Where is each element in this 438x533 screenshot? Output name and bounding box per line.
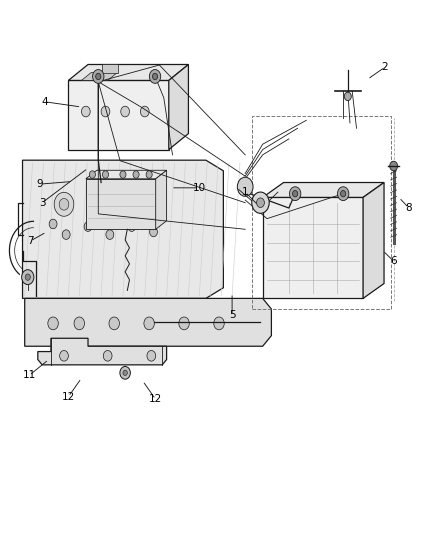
- Bar: [252, 116, 391, 309]
- Circle shape: [92, 69, 104, 83]
- Circle shape: [149, 69, 161, 83]
- Text: 5: 5: [229, 310, 235, 320]
- Ellipse shape: [59, 198, 69, 210]
- Circle shape: [341, 190, 346, 197]
- Polygon shape: [86, 179, 155, 229]
- Circle shape: [147, 351, 155, 361]
- Polygon shape: [25, 298, 272, 346]
- Text: 1: 1: [242, 187, 248, 197]
- Circle shape: [81, 106, 90, 117]
- Circle shape: [109, 317, 120, 330]
- Text: 4: 4: [41, 96, 48, 107]
- Polygon shape: [68, 64, 188, 80]
- Circle shape: [338, 187, 349, 200]
- Text: 8: 8: [406, 203, 412, 213]
- Polygon shape: [155, 170, 166, 229]
- Circle shape: [48, 317, 58, 330]
- Text: 6: 6: [390, 256, 397, 266]
- Polygon shape: [81, 72, 117, 80]
- Circle shape: [146, 171, 152, 178]
- Polygon shape: [169, 64, 188, 150]
- Circle shape: [102, 171, 109, 178]
- Circle shape: [120, 171, 126, 178]
- Circle shape: [144, 317, 154, 330]
- Polygon shape: [363, 182, 384, 298]
- Circle shape: [214, 317, 224, 330]
- Circle shape: [290, 187, 301, 200]
- Text: 11: 11: [22, 370, 36, 381]
- Circle shape: [150, 227, 157, 237]
- Circle shape: [62, 230, 70, 239]
- Circle shape: [257, 198, 265, 207]
- Circle shape: [120, 367, 131, 379]
- Polygon shape: [263, 182, 384, 197]
- Text: 12: 12: [62, 392, 75, 402]
- Circle shape: [95, 73, 101, 79]
- Circle shape: [344, 92, 351, 101]
- Text: 7: 7: [27, 236, 34, 246]
- Polygon shape: [263, 197, 363, 298]
- Circle shape: [123, 370, 127, 375]
- Circle shape: [141, 106, 149, 117]
- Polygon shape: [22, 160, 223, 298]
- Text: 3: 3: [39, 198, 46, 208]
- Text: 2: 2: [381, 62, 388, 72]
- Circle shape: [103, 351, 112, 361]
- Text: 10: 10: [193, 183, 206, 193]
- Circle shape: [21, 270, 34, 285]
- Circle shape: [293, 190, 298, 197]
- Polygon shape: [38, 338, 166, 365]
- Circle shape: [390, 161, 398, 171]
- Circle shape: [179, 317, 189, 330]
- Circle shape: [106, 230, 114, 239]
- Circle shape: [252, 192, 269, 213]
- Circle shape: [121, 106, 130, 117]
- Circle shape: [25, 274, 30, 280]
- Bar: [102, 63, 118, 73]
- Text: 9: 9: [37, 179, 43, 189]
- Circle shape: [84, 222, 92, 231]
- Circle shape: [89, 171, 95, 178]
- Circle shape: [49, 219, 57, 229]
- Polygon shape: [68, 80, 169, 150]
- Circle shape: [128, 222, 136, 231]
- Ellipse shape: [54, 192, 74, 216]
- Circle shape: [60, 351, 68, 361]
- Circle shape: [133, 171, 139, 178]
- Circle shape: [101, 106, 110, 117]
- Circle shape: [237, 177, 253, 196]
- Polygon shape: [86, 170, 166, 179]
- Text: 12: 12: [149, 394, 162, 405]
- Circle shape: [74, 317, 85, 330]
- Circle shape: [152, 73, 158, 79]
